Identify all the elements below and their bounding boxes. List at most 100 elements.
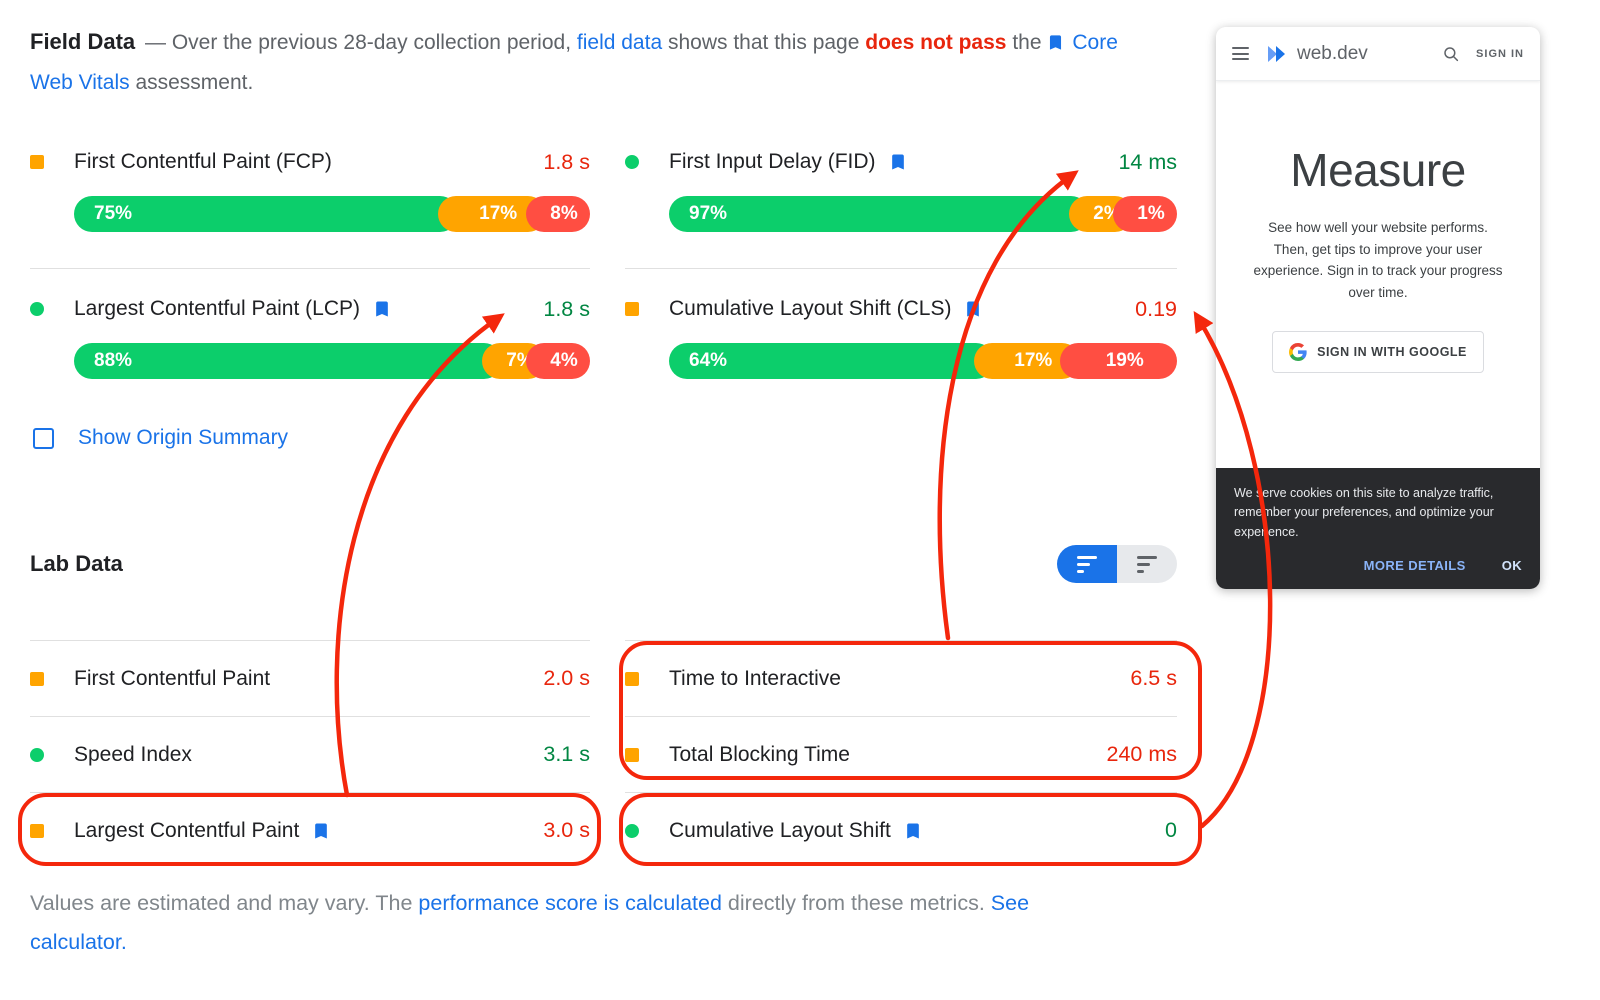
status-square-icon xyxy=(30,671,44,686)
bar-segment-good: 88% xyxy=(74,343,502,379)
metric-value: 3.1 s xyxy=(543,742,590,766)
lab-metric-cls: Cumulative Layout Shift 0 xyxy=(625,792,1177,868)
metric-value: 14 ms xyxy=(1118,149,1177,174)
see-calculator-link[interactable]: See calculator. xyxy=(30,891,1030,954)
field-data-description: Field Data — Over the previous 28-day co… xyxy=(30,22,1155,103)
lab-data-title: Lab Data xyxy=(30,551,123,576)
google-button-label: SIGN IN WITH GOOGLE xyxy=(1317,345,1467,360)
distribution-bar: 97% 2% 1% xyxy=(669,196,1177,232)
compact-view-icon xyxy=(1077,555,1097,573)
show-origin-summary[interactable]: Show Origin Summary xyxy=(33,426,288,450)
distribution-bar: 64% 17% 19% xyxy=(669,343,1177,379)
status-square-icon xyxy=(30,155,44,169)
ok-button[interactable]: OK xyxy=(1501,558,1522,573)
lab-metrics-grid: First Contentful Paint 2.0 s Time to Int… xyxy=(30,640,1177,868)
metric-name: Time to Interactive xyxy=(669,666,841,690)
sign-in-with-google-button[interactable]: SIGN IN WITH GOOGLE xyxy=(1272,331,1484,374)
search-icon[interactable] xyxy=(1442,45,1460,63)
webdev-logo-icon xyxy=(1268,45,1285,62)
field-metric-fid: First Input Delay (FID) 14 ms 97% 2% 1% xyxy=(625,122,1177,268)
bookmark-icon xyxy=(315,823,328,838)
metric-name: First Contentful Paint (FCP) xyxy=(74,150,332,173)
status-square-icon xyxy=(30,823,44,838)
bar-segment-good: 75% xyxy=(74,196,459,232)
field-data-title: Field Data xyxy=(30,29,136,54)
compact-view-button[interactable] xyxy=(1057,545,1117,583)
measure-subtitle: See how well your website performs. Then… xyxy=(1253,220,1503,300)
bar-segment-good: 97% xyxy=(669,196,1089,232)
google-g-icon xyxy=(1289,343,1307,362)
webdev-phone-mockup: web.dev SIGN IN Measure See how well you… xyxy=(1216,27,1540,589)
metric-value: 240 ms xyxy=(1106,742,1177,766)
metric-name: Cumulative Layout Shift (CLS) xyxy=(669,297,952,320)
metric-value: 2.0 s xyxy=(543,666,590,690)
status-circle-icon xyxy=(30,302,44,316)
lab-metric-tti: Time to Interactive 6.5 s xyxy=(625,640,1177,716)
bookmark-icon xyxy=(891,154,904,170)
lab-data-header: Lab Data xyxy=(30,545,1177,583)
metric-name: Largest Contentful Paint (LCP) xyxy=(74,297,360,320)
status-circle-icon xyxy=(30,747,44,762)
status-circle-icon xyxy=(625,823,639,838)
metric-name: First Input Delay (FID) xyxy=(669,150,876,173)
lab-metric-tbt: Total Blocking Time 240 ms xyxy=(625,716,1177,792)
origin-summary-label[interactable]: Show Origin Summary xyxy=(78,426,289,449)
bookmark-icon[interactable] xyxy=(1046,33,1065,52)
metric-value: 3.0 s xyxy=(543,818,590,842)
cookie-text: We serve cookies on this site to analyze… xyxy=(1234,485,1494,539)
origin-summary-checkbox[interactable] xyxy=(33,427,54,449)
lab-metric-lcp: Largest Contentful Paint 3.0 s xyxy=(30,792,590,868)
desc-text: the xyxy=(1012,31,1042,54)
does-not-pass-text: does not pass xyxy=(865,31,1007,54)
metric-value: 0 xyxy=(1165,818,1177,842)
field-metric-fcp: First Contentful Paint (FCP) 1.8 s 75% 1… xyxy=(30,122,590,268)
cookie-banner: We serve cookies on this site to analyze… xyxy=(1216,467,1540,589)
bar-segment-poor: 19% xyxy=(1060,343,1177,379)
measure-title: Measure xyxy=(1290,144,1466,196)
field-data-link[interactable]: field data xyxy=(576,31,663,54)
bookmark-icon xyxy=(967,301,980,317)
footer-note: Values are estimated and may vary. The p… xyxy=(30,884,1110,962)
bar-segment-poor: 4% xyxy=(526,343,590,379)
metric-name: First Contentful Paint xyxy=(74,666,271,690)
distribution-bar: 75% 17% 8% xyxy=(74,196,590,232)
footer-text: Values are estimated and may vary. The xyxy=(30,891,413,915)
status-square-icon xyxy=(625,302,639,316)
bookmark-icon xyxy=(376,301,388,317)
metric-value: 0.19 xyxy=(1135,296,1177,321)
desc-text: — Over the previous 28-day collection pe… xyxy=(144,31,572,54)
status-square-icon xyxy=(625,671,639,686)
bookmark-icon xyxy=(906,823,919,838)
bar-segment-good: 64% xyxy=(669,343,995,379)
distribution-bar: 88% 7% 4% xyxy=(74,343,590,379)
hamburger-menu-icon[interactable] xyxy=(1232,47,1249,60)
phone-header: web.dev SIGN IN xyxy=(1216,27,1540,81)
field-metric-cls: Cumulative Layout Shift (CLS) 0.19 64% 1… xyxy=(625,268,1177,415)
desc-text: shows that this page xyxy=(667,31,860,54)
bar-segment-poor: 8% xyxy=(526,196,590,232)
metric-name: Total Blocking Time xyxy=(669,742,850,766)
metric-name: Speed Index xyxy=(74,742,192,766)
metric-name: Largest Contentful Paint xyxy=(74,818,300,842)
lab-metric-fcp: First Contentful Paint 2.0 s xyxy=(30,640,590,716)
brand-name: web.dev xyxy=(1297,42,1368,64)
performance-score-link[interactable]: performance score is calculated xyxy=(418,891,722,915)
lab-metric-speed-index: Speed Index 3.1 s xyxy=(30,716,590,792)
expanded-view-icon xyxy=(1137,555,1157,573)
metric-value: 6.5 s xyxy=(1130,666,1177,690)
field-metrics-grid: First Contentful Paint (FCP) 1.8 s 75% 1… xyxy=(30,122,1177,415)
core-web-vitals-link[interactable]: Core Web Vitals xyxy=(30,31,1118,94)
status-circle-icon xyxy=(625,155,639,169)
more-details-link[interactable]: MORE DETAILS xyxy=(1363,558,1466,573)
phone-sign-in-link[interactable]: SIGN IN xyxy=(1476,47,1524,60)
metric-value: 1.8 s xyxy=(543,296,590,321)
expanded-view-button[interactable] xyxy=(1117,545,1177,583)
view-toggle xyxy=(1057,545,1177,583)
metric-name: Cumulative Layout Shift xyxy=(669,818,891,842)
metric-value: 1.8 s xyxy=(543,149,590,174)
field-metric-lcp: Largest Contentful Paint (LCP) 1.8 s 88%… xyxy=(30,268,590,415)
desc-text: assessment. xyxy=(135,71,254,94)
bar-segment-poor: 1% xyxy=(1113,196,1177,232)
footer-text: directly from these metrics. xyxy=(727,891,985,915)
status-square-icon xyxy=(625,747,639,762)
